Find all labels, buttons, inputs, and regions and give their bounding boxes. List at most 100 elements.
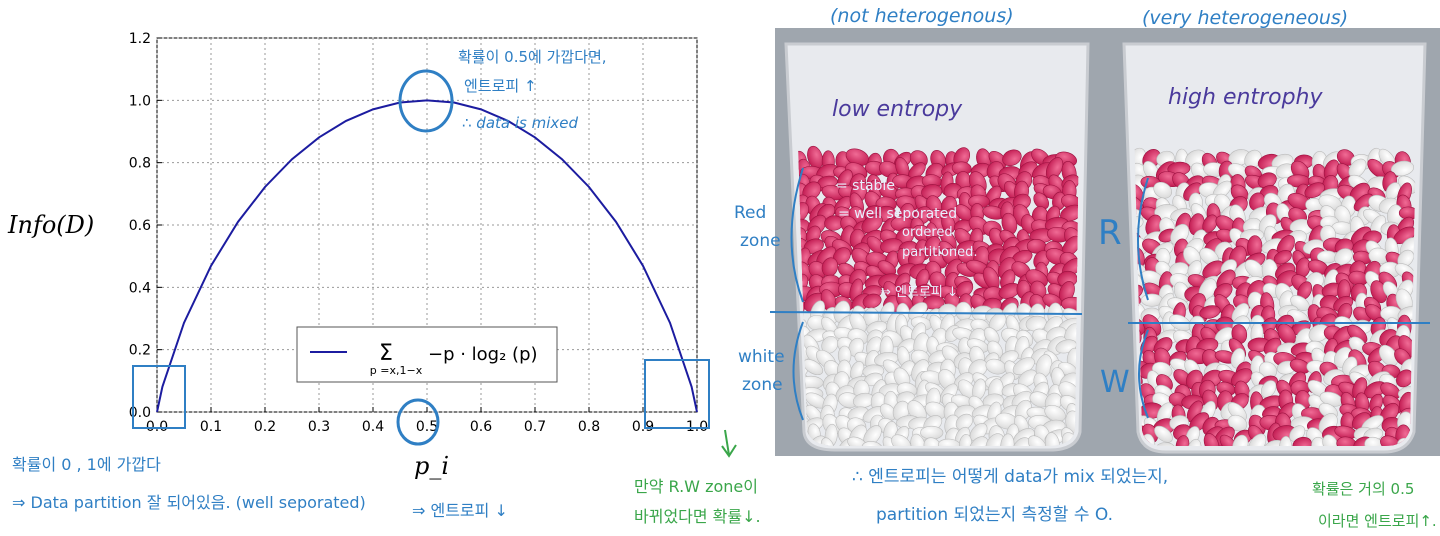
- white-bean: [1364, 436, 1384, 446]
- jar-right: [1122, 42, 1427, 454]
- highlight-box-left: [132, 365, 186, 429]
- right-jar-title: high entrophy: [1168, 85, 1323, 110]
- y-tick-label: 0.0: [129, 405, 151, 421]
- note-bottom-left-1: 확률이 0 , 1에 가깝다: [12, 455, 161, 474]
- highlight-box-right: [644, 359, 710, 429]
- white-bean: [1334, 248, 1353, 266]
- y-tick-label: 1.2: [129, 31, 151, 47]
- red-bean: [1380, 435, 1401, 446]
- ticks: 0.0 0.1 0.2 0.3 0.4 0.5 0.6 0.7 0.8 0.9 1.00.00.20…: [129, 31, 708, 435]
- white-bean: [891, 434, 912, 446]
- left-divider-line: [769, 311, 1083, 315]
- white-bean: [1379, 344, 1398, 367]
- white-bean: [861, 441, 884, 446]
- white-bean: [1044, 404, 1066, 422]
- partitioned-note: partitioned.: [902, 245, 978, 260]
- entropy-curve: [156, 99, 698, 413]
- white-bean: [1248, 433, 1267, 446]
- red-bean: [862, 293, 882, 309]
- white-bean: [1154, 425, 1173, 443]
- red-bean: [1273, 250, 1292, 265]
- white-bean: [908, 302, 928, 320]
- white-bean: [879, 403, 897, 421]
- right-W-label: W: [1100, 365, 1130, 400]
- note-top-1: 확률이 0.5에 가깝다면,: [458, 48, 607, 66]
- red-bean: [1203, 433, 1220, 446]
- y-tick-label: 0.4: [129, 280, 151, 296]
- entropy-down-note: ⇒ 엔트로피 ↓: [880, 285, 958, 300]
- white-bean: [923, 437, 942, 446]
- left-jar-title: low entropy: [832, 97, 963, 122]
- red-bean: [1219, 434, 1238, 446]
- white-zone-label-2: zone: [742, 375, 783, 395]
- white-zone-label-1: white: [738, 347, 785, 367]
- red-bean: [1199, 305, 1221, 319]
- y-tick-label: 0.6: [129, 218, 151, 234]
- x-tick-label: 0.5: [416, 419, 438, 435]
- red-zone-label-2: zone: [740, 231, 781, 251]
- white-bean: [1044, 432, 1060, 446]
- jar-right-beans: [1132, 147, 1418, 446]
- note-bottom-left-2: ⇒ Data partition 잘 되어있음. (well seporated…: [12, 493, 366, 512]
- entropy-chart: 0.0 0.1 0.2 0.3 0.4 0.5 0.6 0.7 0.8 0.9 1.00.00.20…: [7, 31, 737, 480]
- note-bottom-center-1: 만약 R.W zone이: [634, 477, 758, 496]
- y-axis-label: Info(D): [7, 211, 94, 239]
- right-W-bracket: [1138, 329, 1149, 419]
- y-tick-label: 0.2: [129, 343, 151, 359]
- x-tick-label: 0.2: [254, 419, 276, 435]
- red-bean: [861, 214, 883, 234]
- jar-left: [784, 42, 1090, 452]
- note-bottom-mid: ⇒ 엔트로피 ↓: [412, 501, 508, 520]
- left-header: (not heterogenous): [830, 5, 1014, 27]
- note-bottom-right-1: ∴ 엔트로피는 어떻게 data가 mix 되었는지,: [852, 467, 1168, 487]
- note-top-2: 엔트로피 ↑: [464, 77, 537, 95]
- red-zone-bracket: [790, 167, 804, 303]
- white-bean: [820, 437, 835, 446]
- white-bean: [1322, 434, 1338, 446]
- y-tick-label: 1.0: [129, 93, 151, 109]
- right-header: (very heterogeneous): [1142, 7, 1348, 29]
- white-bean: [937, 438, 962, 446]
- red-bean: [866, 235, 885, 255]
- red-bean: [877, 260, 897, 276]
- legend-box: [296, 326, 558, 383]
- white-bean: [920, 425, 944, 440]
- legend-expression: −p · log₂ (p): [428, 344, 538, 365]
- pointer-arrow: [721, 429, 737, 458]
- legend-sum-symbol: Σ: [379, 341, 393, 366]
- jar-photo: (not heterogenous) (very heterogeneous) …: [734, 5, 1440, 456]
- note-far-right-2: 이라면 엔트로피↑.: [1318, 512, 1437, 530]
- white-bean: [1187, 438, 1202, 446]
- red-bean: [1002, 149, 1022, 167]
- x-tick-label: 0.1: [200, 419, 222, 435]
- highlight-circle-top: [398, 69, 454, 133]
- red-bean: [1396, 369, 1414, 388]
- ordered-note: ordered: [902, 225, 953, 240]
- highlight-circle-bottom: [396, 398, 440, 446]
- white-bean: [955, 413, 974, 431]
- white-bean: [968, 436, 989, 446]
- x-tick-label: 0.6: [470, 419, 492, 435]
- white-zone-bracket: [792, 321, 804, 421]
- red-bean: [1292, 436, 1312, 446]
- x-axis-label: p_i: [414, 452, 449, 480]
- white-bean: [1244, 259, 1265, 279]
- red-bean: [1249, 192, 1266, 211]
- red-bean: [1175, 435, 1190, 446]
- x-tick-label: 0.4: [362, 419, 384, 435]
- grid: [156, 37, 698, 413]
- x-tick-label: 0.3: [308, 419, 330, 435]
- stable-note: = stable: [836, 178, 895, 194]
- note-bottom-center-2: 바뀌었다면 확률↓.: [634, 507, 761, 526]
- white-bean: [847, 436, 868, 446]
- well-separated-note: = well seporated: [838, 206, 957, 222]
- red-bean: [1304, 182, 1325, 199]
- red-bean: [1336, 436, 1357, 446]
- white-bean: [1155, 442, 1176, 446]
- white-bean: [1153, 181, 1172, 199]
- white-bean: [1278, 436, 1293, 446]
- right-R-label: R: [1098, 213, 1122, 253]
- red-bean: [1033, 192, 1049, 210]
- x-tick-label: 0.9: [632, 419, 654, 435]
- x-tick-label: 0.7: [524, 419, 546, 435]
